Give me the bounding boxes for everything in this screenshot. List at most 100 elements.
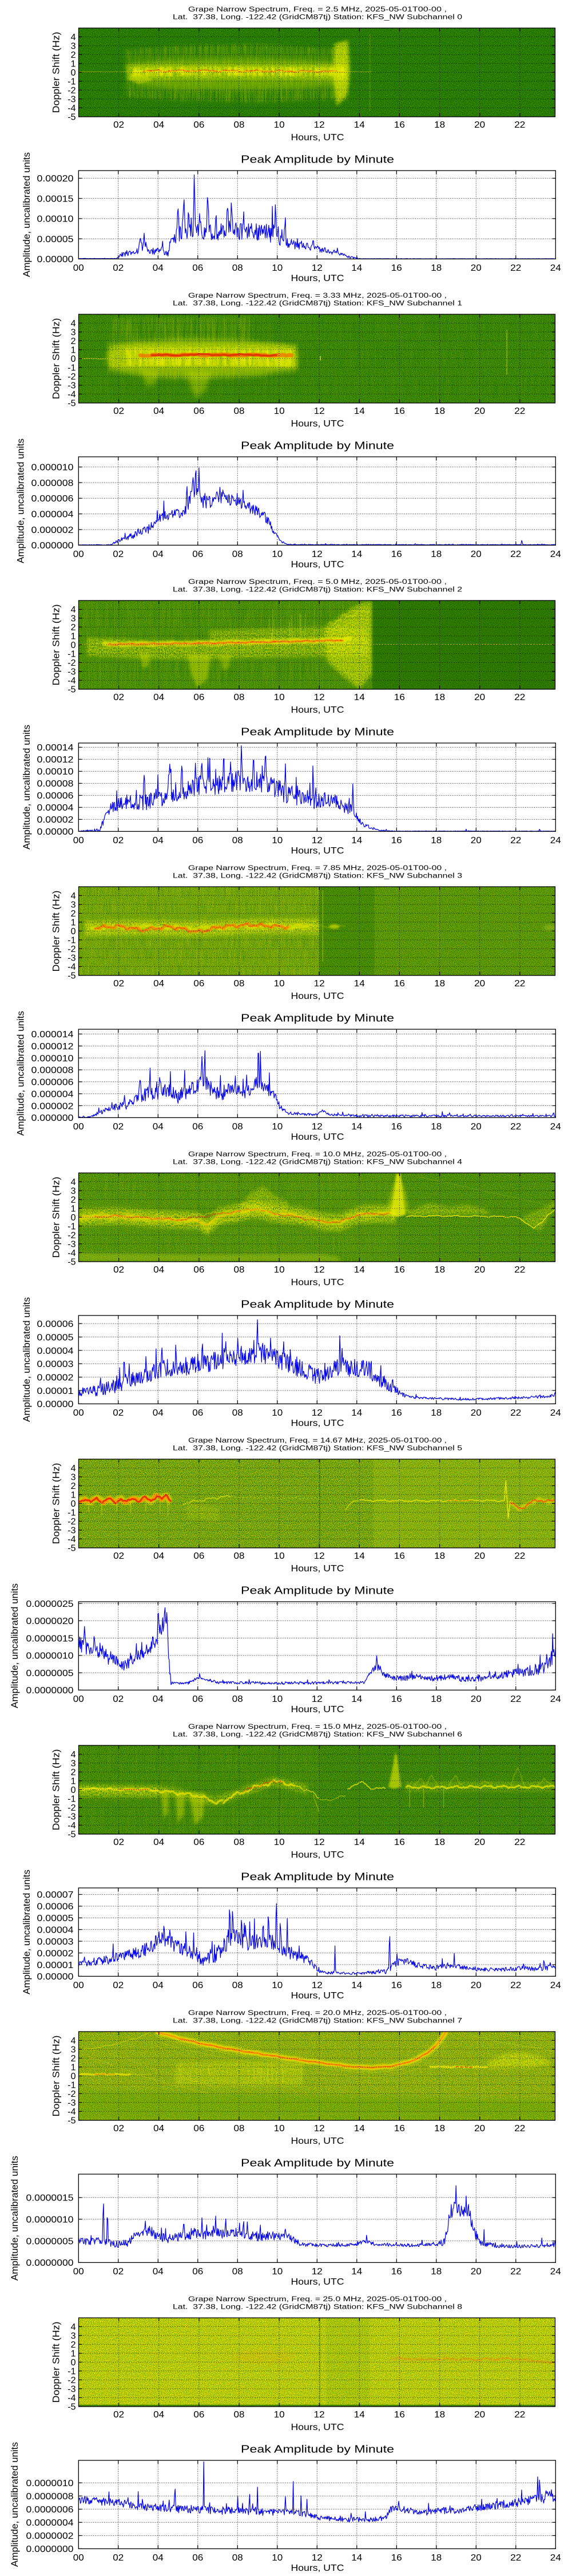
svg-text:04: 04 xyxy=(153,1122,164,1132)
svg-text:12: 12 xyxy=(312,1122,323,1132)
svg-text:18: 18 xyxy=(431,1122,442,1132)
svg-text:06: 06 xyxy=(192,550,203,559)
svg-text:06: 06 xyxy=(193,979,204,989)
svg-text:12: 12 xyxy=(312,263,323,273)
svg-text:Doppler Shift (Hz): Doppler Shift (Hz) xyxy=(51,1749,62,1831)
svg-text:4: 4 xyxy=(71,605,76,615)
svg-text:Peak Amplitude by Minute: Peak Amplitude by Minute xyxy=(241,1585,394,1597)
svg-text:Grape Narrow Spectrum, Freq. =: Grape Narrow Spectrum, Freq. = 7.85 MHz,… xyxy=(188,865,447,872)
svg-text:14: 14 xyxy=(351,1408,362,1418)
svg-text:02: 02 xyxy=(113,2410,124,2420)
svg-text:Grape Narrow Spectrum, Freq. =: Grape Narrow Spectrum, Freq. = 20.0 MHz,… xyxy=(188,2010,447,2017)
svg-text:06: 06 xyxy=(193,406,204,416)
svg-text:10: 10 xyxy=(274,693,285,702)
svg-text:08: 08 xyxy=(232,1694,243,1704)
svg-text:Amplitude, uncalibrated units: Amplitude, uncalibrated units xyxy=(22,1297,32,1422)
svg-text:08: 08 xyxy=(234,406,245,416)
svg-text:12: 12 xyxy=(314,406,325,416)
svg-text:10: 10 xyxy=(272,1122,283,1132)
svg-text:Hours, UTC: Hours, UTC xyxy=(291,2563,344,2573)
svg-text:16: 16 xyxy=(391,2267,402,2277)
svg-text:Doppler Shift (Hz): Doppler Shift (Hz) xyxy=(51,605,62,686)
svg-text:24: 24 xyxy=(550,1408,561,1418)
svg-text:20: 20 xyxy=(474,1551,485,1561)
svg-text:20: 20 xyxy=(471,1408,482,1418)
svg-text:14: 14 xyxy=(354,693,365,702)
svg-text:00: 00 xyxy=(73,1981,84,1990)
svg-text:08: 08 xyxy=(234,120,245,130)
svg-text:02: 02 xyxy=(113,2124,124,2134)
svg-text:14: 14 xyxy=(351,1694,362,1704)
svg-text:06: 06 xyxy=(192,1408,203,1418)
svg-text:00: 00 xyxy=(73,1694,84,1704)
svg-text:00: 00 xyxy=(73,263,84,273)
svg-text:16: 16 xyxy=(394,1551,405,1561)
svg-text:0: 0 xyxy=(71,2072,76,2081)
svg-text:06: 06 xyxy=(192,263,203,273)
svg-text:14: 14 xyxy=(351,550,362,559)
svg-text:18: 18 xyxy=(431,2553,442,2563)
svg-text:1: 1 xyxy=(71,60,76,69)
svg-text:-1: -1 xyxy=(67,1222,76,1232)
svg-text:20: 20 xyxy=(471,2553,482,2563)
svg-text:22: 22 xyxy=(514,693,525,702)
svg-text:2: 2 xyxy=(71,50,76,60)
svg-text:20: 20 xyxy=(471,263,482,273)
svg-text:08: 08 xyxy=(232,550,243,559)
svg-text:Hours, UTC: Hours, UTC xyxy=(291,1850,344,1860)
svg-text:22: 22 xyxy=(510,2553,521,2563)
svg-text:18: 18 xyxy=(431,836,442,846)
svg-text:0.0000010: 0.0000010 xyxy=(26,1652,74,1661)
svg-text:0.00008: 0.00008 xyxy=(37,779,74,789)
svg-text:14: 14 xyxy=(351,1981,362,1990)
svg-text:18: 18 xyxy=(431,1981,442,1990)
svg-text:Doppler Shift (Hz): Doppler Shift (Hz) xyxy=(51,891,62,972)
svg-text:16: 16 xyxy=(394,693,405,702)
svg-text:18: 18 xyxy=(431,1694,442,1704)
svg-text:2: 2 xyxy=(71,337,76,346)
svg-text:0.000010: 0.000010 xyxy=(31,463,74,473)
svg-text:-4: -4 xyxy=(67,104,76,113)
svg-text:10: 10 xyxy=(274,979,285,989)
svg-text:16: 16 xyxy=(394,979,405,989)
svg-text:04: 04 xyxy=(153,263,164,273)
svg-text:12: 12 xyxy=(312,2267,323,2277)
svg-text:06: 06 xyxy=(193,1551,204,1561)
svg-text:0.00002: 0.00002 xyxy=(37,815,74,825)
svg-text:-1: -1 xyxy=(67,1508,76,1518)
svg-text:-5: -5 xyxy=(67,113,76,123)
svg-text:Doppler Shift (Hz): Doppler Shift (Hz) xyxy=(51,1463,62,1544)
svg-text:12: 12 xyxy=(314,120,325,130)
svg-text:Peak Amplitude by Minute: Peak Amplitude by Minute xyxy=(241,2158,394,2169)
svg-text:12: 12 xyxy=(314,2410,325,2420)
svg-text:08: 08 xyxy=(234,2124,245,2134)
svg-text:04: 04 xyxy=(153,836,164,846)
svg-text:Lat. 37.38, Long. -122.42 (Gr: Lat. 37.38, Long. -122.42 (GridCM87tj) S… xyxy=(173,301,462,307)
svg-text:06: 06 xyxy=(193,693,204,702)
svg-text:Lat. 37.38, Long. -122.42 (Gr: Lat. 37.38, Long. -122.42 (GridCM87tj) S… xyxy=(173,1732,462,1739)
svg-text:04: 04 xyxy=(153,120,164,130)
svg-text:10: 10 xyxy=(272,263,283,273)
svg-text:20: 20 xyxy=(471,836,482,846)
svg-text:Hours, UTC: Hours, UTC xyxy=(291,991,344,1001)
svg-text:24: 24 xyxy=(550,2267,561,2277)
svg-text:0.00002: 0.00002 xyxy=(37,1949,74,1958)
svg-text:18: 18 xyxy=(431,263,442,273)
svg-text:0.00004: 0.00004 xyxy=(37,803,74,813)
svg-text:Hours, UTC: Hours, UTC xyxy=(291,560,344,570)
svg-text:18: 18 xyxy=(434,1551,445,1561)
svg-text:10: 10 xyxy=(272,1981,283,1990)
svg-text:-2: -2 xyxy=(67,945,76,954)
svg-text:Doppler Shift (Hz): Doppler Shift (Hz) xyxy=(51,32,62,113)
svg-text:24: 24 xyxy=(550,2553,561,2563)
svg-text:Hours, UTC: Hours, UTC xyxy=(291,1705,344,1714)
svg-text:10: 10 xyxy=(272,1694,283,1704)
svg-text:4: 4 xyxy=(71,891,76,901)
svg-text:0.00000: 0.00000 xyxy=(37,1972,74,1982)
svg-text:18: 18 xyxy=(431,2267,442,2277)
svg-text:0.0000000: 0.0000000 xyxy=(26,2258,74,2268)
svg-text:22: 22 xyxy=(510,1408,521,1418)
svg-text:Hours, UTC: Hours, UTC xyxy=(291,274,344,283)
svg-text:1: 1 xyxy=(71,918,76,928)
svg-text:22: 22 xyxy=(514,2410,525,2420)
